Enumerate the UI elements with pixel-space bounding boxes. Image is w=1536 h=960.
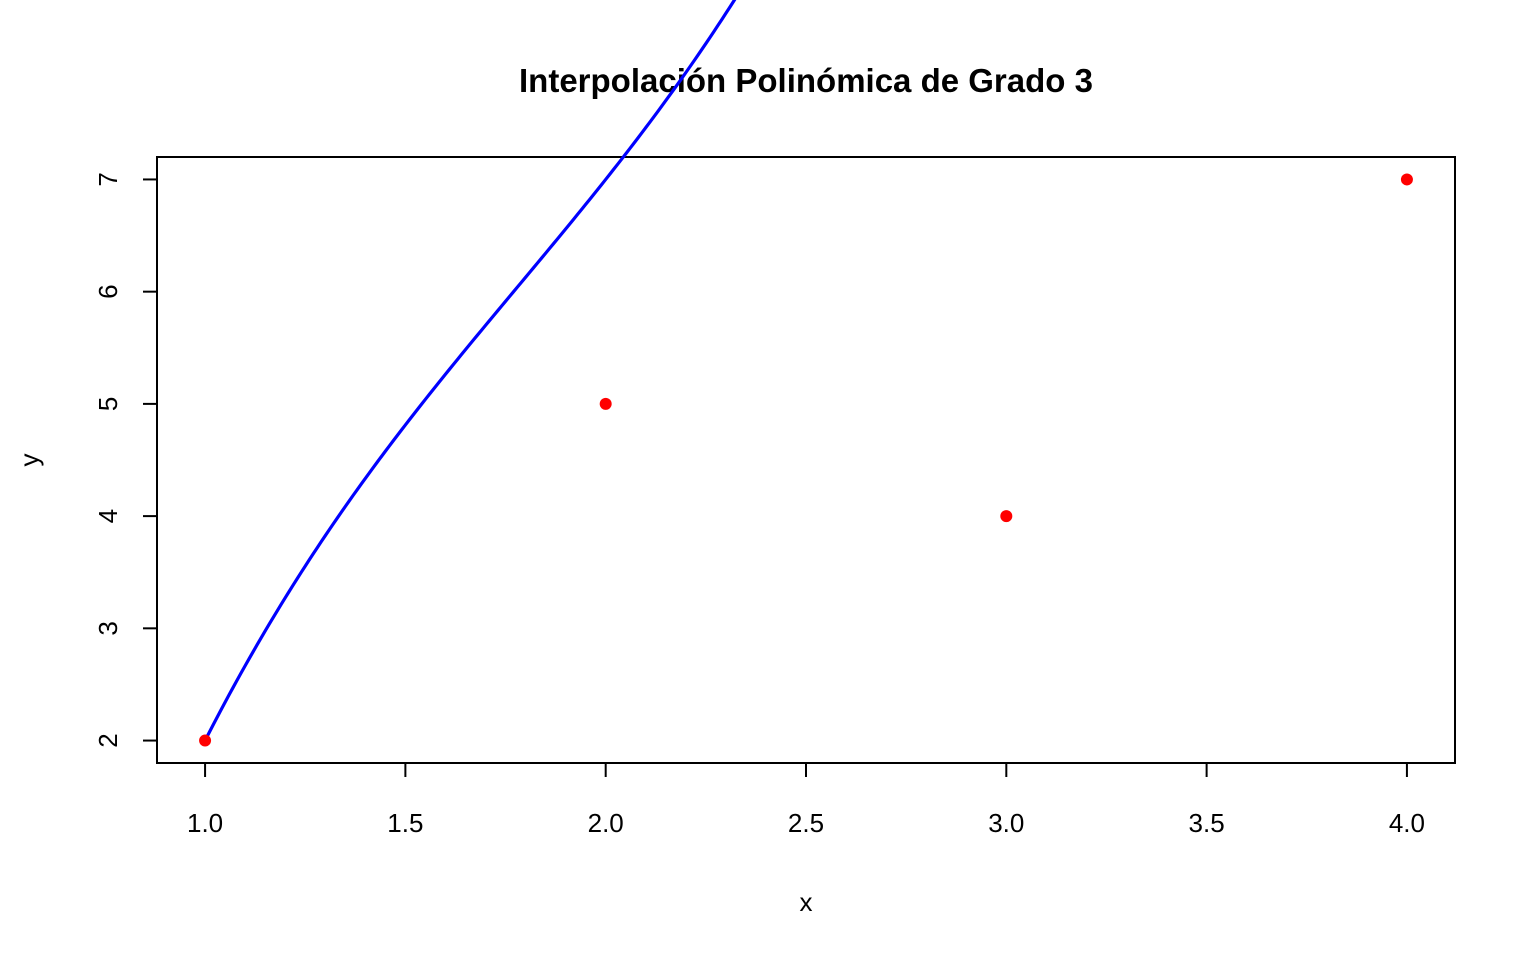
x-axis-label: x (800, 887, 813, 917)
x-tick-label: 1.5 (387, 808, 423, 838)
data-point (1400, 173, 1413, 186)
data-points (199, 173, 1413, 747)
x-tick-label: 2.5 (788, 808, 824, 838)
y-tick-label: 4 (93, 509, 123, 523)
x-axis: 1.0 1.5 2.0 2.5 3.0 3.5 4.0 (187, 762, 1425, 838)
y-tick-label: 2 (93, 733, 123, 747)
x-tick-label: 3.0 (988, 808, 1024, 838)
data-point (599, 397, 612, 410)
data-point (199, 734, 212, 747)
interpolating-polynomial-curve (203, 0, 737, 743)
x-tick-label: 4.0 (1389, 808, 1425, 838)
data-point (1000, 510, 1013, 523)
x-tick-label: 3.5 (1189, 808, 1225, 838)
y-axis-label: y (14, 454, 44, 467)
x-tick-label: 1.0 (187, 808, 223, 838)
y-tick-label: 5 (93, 397, 123, 411)
x-tick-label: 2.0 (588, 808, 624, 838)
y-tick-label: 3 (93, 621, 123, 635)
y-axis: 2 3 4 5 6 7 (93, 172, 158, 748)
y-tick-label: 7 (93, 172, 123, 186)
y-tick-label: 6 (93, 284, 123, 298)
chart-title: Interpolación Polinómica de Grado 3 (519, 62, 1093, 99)
